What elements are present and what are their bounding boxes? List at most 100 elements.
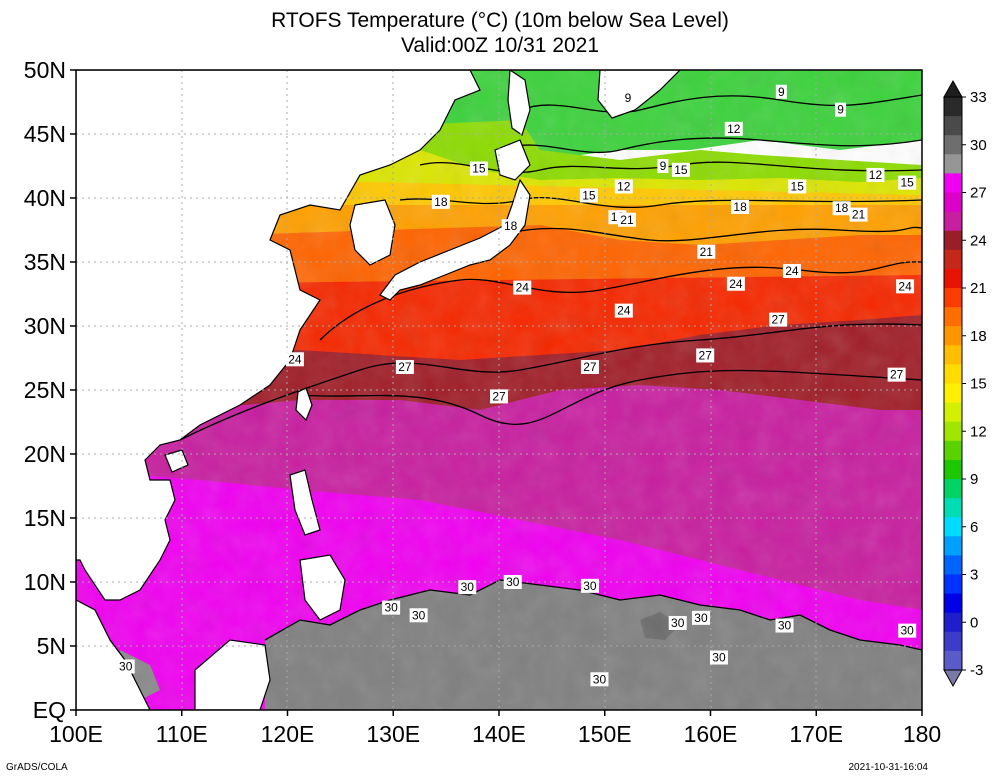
svg-text:27: 27	[699, 348, 713, 362]
svg-text:24: 24	[288, 352, 302, 366]
colorbar-swatch	[944, 116, 962, 136]
contour-label: 30	[775, 618, 794, 633]
colorbar-swatch	[944, 154, 962, 174]
svg-text:18: 18	[504, 219, 518, 233]
colorbar-arrow-bottom	[943, 669, 963, 688]
colorbar-label: 30	[970, 137, 987, 154]
svg-text:27: 27	[583, 360, 597, 374]
colorbar-swatch	[944, 421, 962, 442]
svg-text:30: 30	[119, 659, 133, 673]
contour-label: 30	[709, 650, 728, 665]
contour-label: 12	[866, 167, 885, 182]
svg-text:30: 30	[506, 575, 520, 589]
svg-text:15: 15	[582, 188, 596, 202]
svg-text:30: 30	[461, 580, 475, 594]
svg-text:18: 18	[835, 201, 849, 215]
colorbar-label: 27	[970, 185, 987, 202]
isotherm-18	[399, 196, 922, 209]
contour-label: 30	[580, 578, 599, 593]
land-kamchatka	[597, 70, 681, 119]
contour-label: 21	[849, 207, 868, 222]
colorbar-swatch	[944, 440, 962, 461]
contour-label: 30	[458, 580, 477, 595]
svg-text:24: 24	[516, 281, 530, 295]
svg-text:9: 9	[778, 85, 785, 99]
svg-text:30: 30	[593, 672, 607, 686]
contour-label: 24	[614, 303, 633, 318]
contour-label: 24	[782, 263, 801, 278]
colorbar-label: 0	[970, 614, 978, 631]
colorbar-label: 21	[970, 280, 987, 297]
land-borneo	[194, 639, 271, 710]
colorbar-label: 33	[970, 89, 987, 106]
colorbar-swatch	[944, 97, 962, 117]
contour-label: 24	[726, 276, 745, 291]
contour-label: 27	[696, 348, 715, 363]
land-korea	[349, 199, 396, 266]
contour-label: 30	[382, 600, 401, 615]
svg-text:9: 9	[625, 91, 632, 105]
contour-label: 30	[409, 608, 428, 623]
land-sakhalin	[507, 70, 531, 136]
colorbar-arrow-top	[943, 79, 963, 98]
lon-tick-label: 170E	[789, 721, 843, 747]
contour-label: 15	[469, 161, 488, 176]
axis-labels: 100E 110E 120E 130E 140E 150E 160E 170E 180 EQ 5N 1…	[24, 57, 941, 747]
colorbar-label: 24	[970, 232, 987, 249]
contour-label: 27	[887, 367, 906, 382]
colorbar-swatch	[944, 479, 962, 499]
colorbar-swatch	[944, 268, 962, 289]
isotherm-27b	[299, 369, 922, 425]
land-luzon	[289, 469, 321, 536]
colorbar-label: 6	[970, 519, 978, 536]
isotherm-24	[319, 261, 922, 341]
lat-tick-label: 30N	[24, 313, 66, 339]
axis-ticks	[70, 69, 923, 716]
contour-label: 12	[614, 179, 633, 194]
lon-tick-label: 130E	[366, 721, 420, 747]
contour-label: 24	[285, 352, 304, 367]
colorbar-swatch	[944, 364, 962, 384]
svg-text:15: 15	[472, 162, 486, 176]
svg-text:24: 24	[617, 304, 631, 318]
svg-text:21: 21	[852, 208, 866, 222]
svg-text:27: 27	[772, 313, 786, 327]
contour-label: 21	[617, 212, 636, 227]
contour-label: 30	[116, 659, 135, 674]
land-philippines-south	[299, 554, 346, 621]
svg-text:30: 30	[778, 619, 792, 633]
contour-label: 27	[395, 359, 414, 374]
colorbar-swatch	[944, 173, 962, 193]
colorbar-label: 3	[970, 567, 978, 584]
lat-tick-label: 10N	[24, 569, 66, 595]
lon-tick-label: 120E	[261, 721, 315, 747]
contour-label: 9	[657, 159, 669, 173]
map-subtitle: Valid:00Z 10/31 2021	[400, 34, 600, 57]
land-hokkaido	[494, 139, 531, 181]
svg-text:12: 12	[727, 122, 741, 136]
svg-text:15: 15	[791, 179, 805, 193]
svg-text:30: 30	[671, 616, 685, 630]
colorbar-swatch	[944, 230, 962, 251]
svg-text:15: 15	[674, 163, 688, 177]
contour-label: 27	[490, 389, 508, 404]
colorbar-swatch	[944, 326, 962, 346]
contour-label: 9	[775, 84, 787, 99]
colorbar-swatch	[944, 459, 962, 480]
colorbar-swatch	[944, 402, 962, 423]
colorbar-swatch	[944, 631, 962, 652]
svg-text:30: 30	[712, 651, 726, 665]
svg-text:27: 27	[398, 360, 412, 374]
lon-tick-label: 100E	[49, 721, 103, 747]
contour-label: 18	[501, 219, 520, 234]
lat-tick-label: EQ	[33, 697, 66, 723]
colorbar-label: 9	[970, 471, 978, 488]
isotherm-21	[499, 226, 922, 242]
contour-label: 24	[513, 280, 532, 295]
lon-tick-label: 110E	[156, 721, 208, 747]
colorbar-swatch	[944, 211, 962, 232]
contour-label: 18	[832, 201, 851, 216]
svg-text:15: 15	[901, 176, 915, 190]
lat-tick-label: 45N	[24, 121, 66, 147]
colorbar-label: -3	[970, 662, 983, 679]
